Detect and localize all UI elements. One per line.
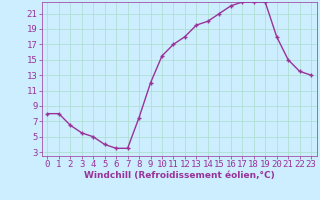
X-axis label: Windchill (Refroidissement éolien,°C): Windchill (Refroidissement éolien,°C) (84, 171, 275, 180)
